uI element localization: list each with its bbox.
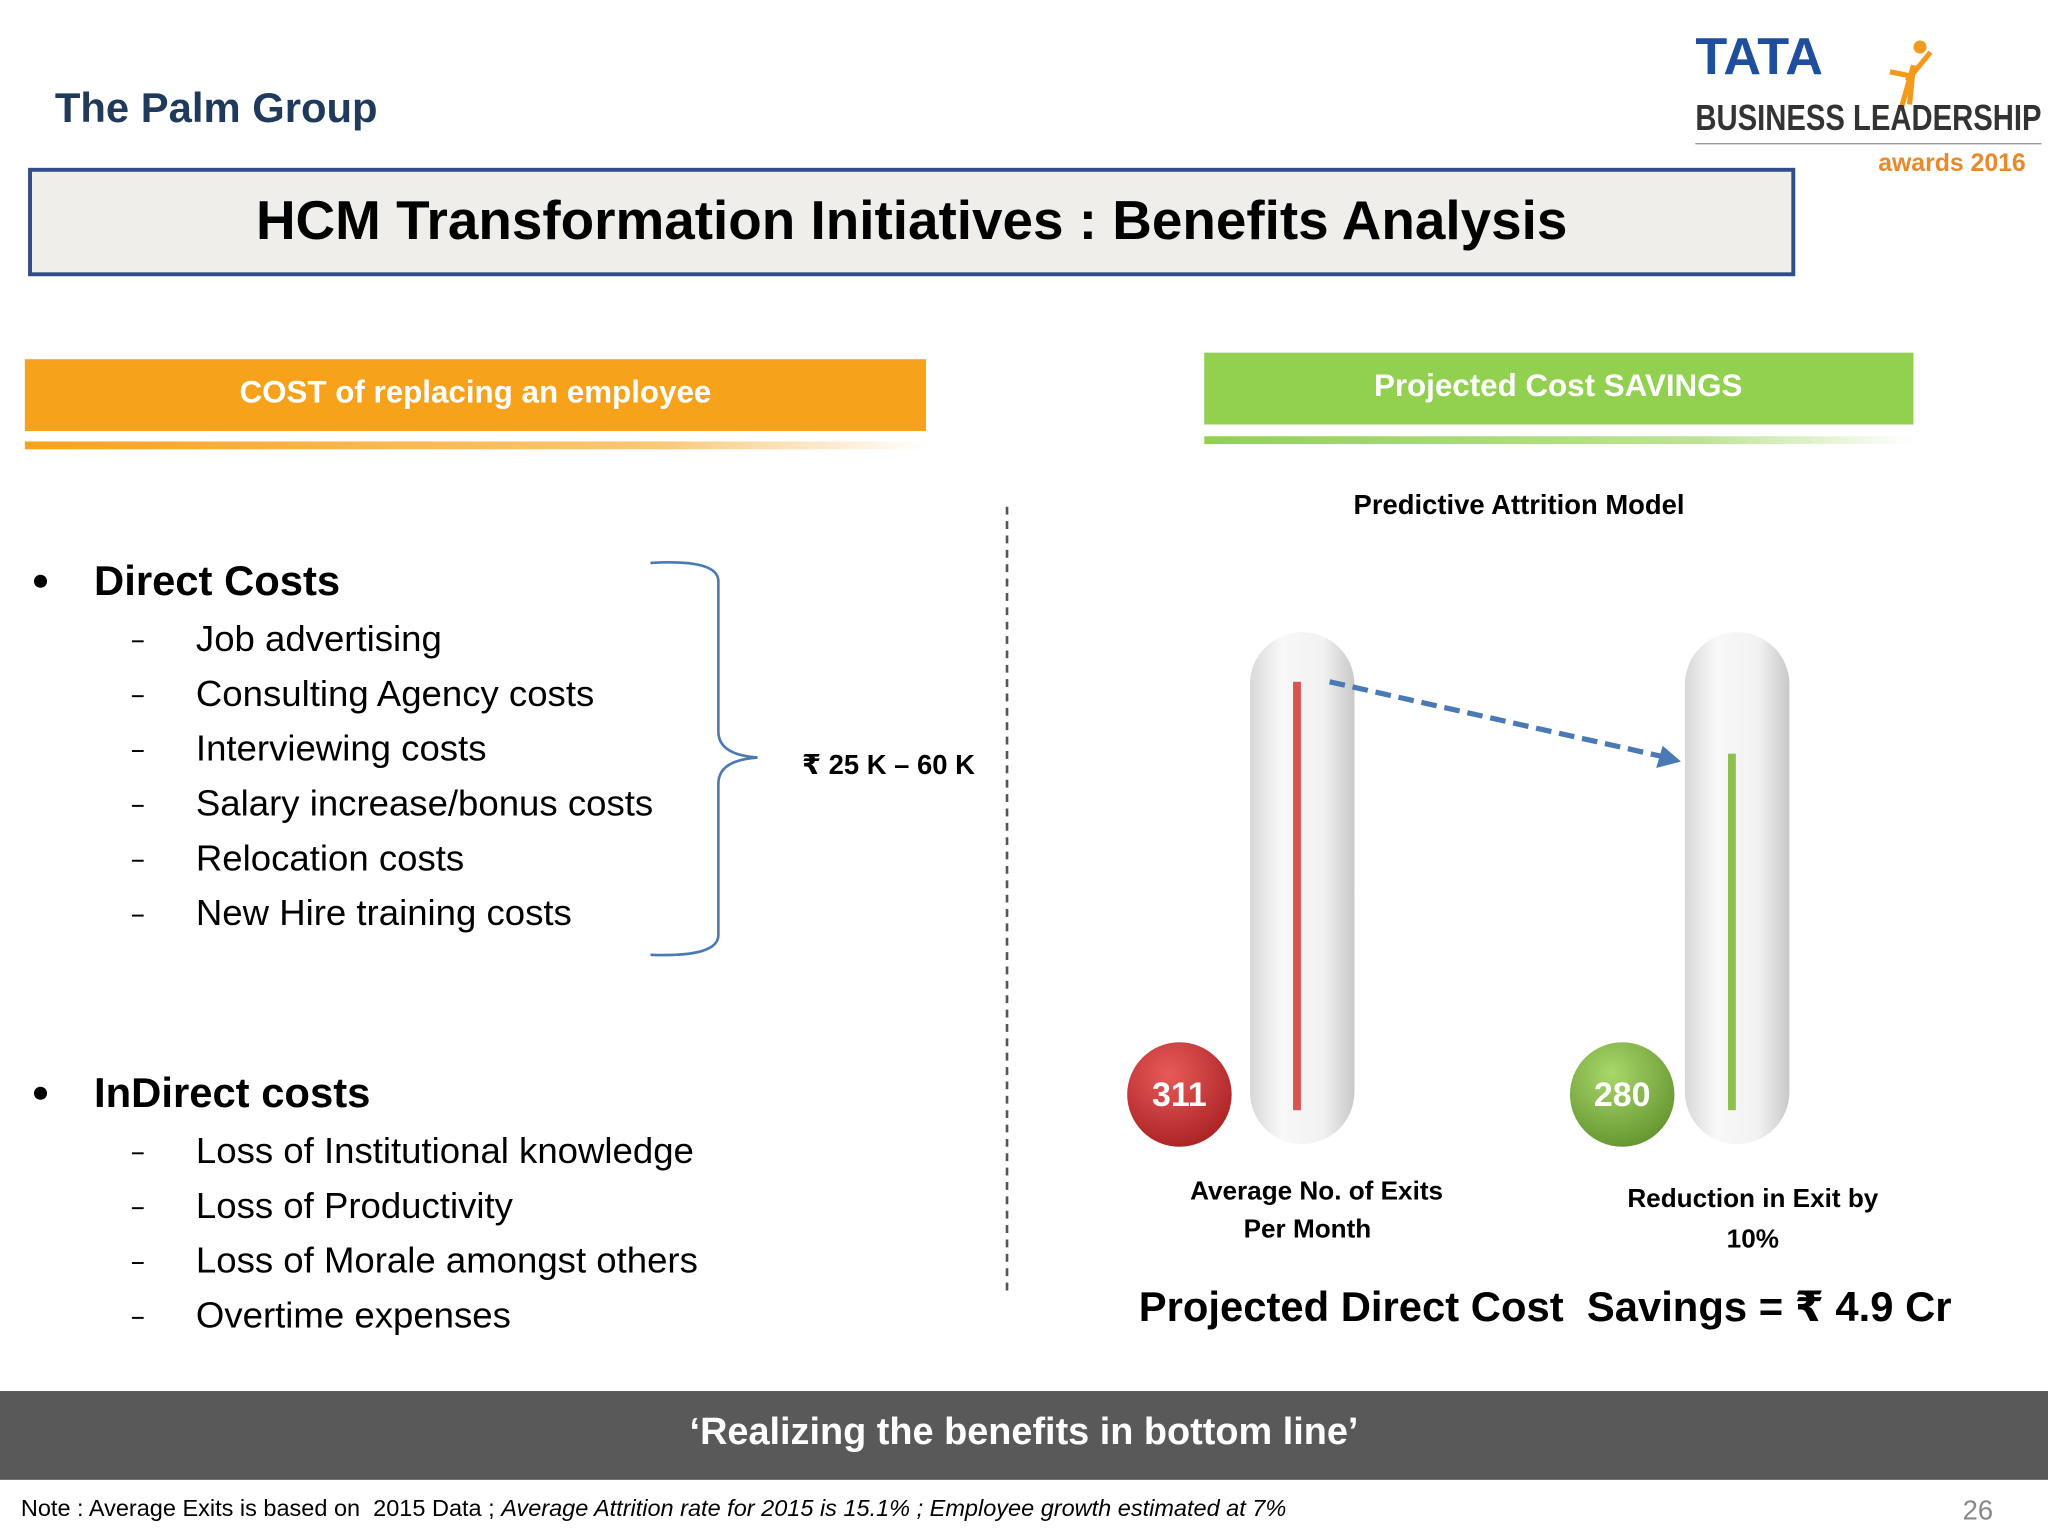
gauge-level [1293, 681, 1301, 1111]
right-header-underline [1204, 436, 1914, 445]
savings-summary: Projected Direct Cost Savings = ₹ 4.9 Cr [1139, 1283, 1952, 1330]
trend-arrow [1329, 679, 1662, 759]
bullet [33, 574, 48, 588]
bullet [33, 1086, 48, 1100]
gauge-caption: Per Month [1244, 1213, 1372, 1243]
banner-text: ‘Realizing the benefits in bottom line’ [690, 1411, 1359, 1453]
value-badge [1127, 1042, 1232, 1147]
value-badge [1569, 1042, 1675, 1147]
cost-item: Relocation costs [196, 837, 464, 878]
cost-item: Job advertising [196, 618, 442, 659]
gauge-caption: Average No. of Exits [1190, 1175, 1443, 1205]
org-name: The Palm Group [55, 84, 378, 131]
logo: TATA BUSINESS LEADERSHIP awards 2016 [1695, 28, 2042, 177]
title-box [28, 167, 1796, 277]
gauge-caption: Reduction in Exit by [1627, 1183, 1878, 1213]
gauge-value: 280 [1594, 1076, 1651, 1114]
gauge-tube [1249, 632, 1355, 1145]
cost-item: Loss of Morale amongst others [196, 1240, 698, 1281]
cost-range: ₹ 25 K – 60 K [802, 749, 975, 780]
gauge-value: 311 [1152, 1076, 1207, 1114]
cost-item: Interviewing costs [196, 728, 487, 769]
cost-item: Salary increase/bonus costs [196, 783, 653, 824]
section-label: Direct Costs [94, 557, 340, 604]
left-header-bar [24, 359, 927, 432]
left-heading: COST of replacing an employee [240, 375, 712, 410]
arrow-head [1656, 745, 1681, 768]
page-number: 26 [1963, 1495, 1993, 1526]
brace [650, 561, 758, 957]
logo-brand: TATA [1695, 28, 1823, 86]
logo-sub: awards 2016 [1878, 150, 2026, 177]
slide-title: HCM Transformation Initiatives : Benefit… [256, 189, 1567, 251]
cost-item: Consulting Agency costs [196, 673, 594, 714]
cost-item: New Hire training costs [196, 892, 572, 933]
logo-figure [1889, 50, 1933, 112]
cost-item: Loss of Institutional knowledge [196, 1130, 694, 1171]
logo-line: BUSINESS LEADERSHIP [1695, 97, 2041, 138]
gauge-tube [1684, 632, 1790, 1145]
cost-lists: Direct Costs Job advertising Consulting Ag… [33, 557, 698, 1336]
cost-item: Loss of Productivity [196, 1185, 514, 1226]
footnote-plain: Note : Average Exits is based on 2015 Da… [21, 1495, 501, 1521]
banner [0, 1391, 2048, 1480]
gauge-caption: 10% [1727, 1224, 1779, 1254]
section-label: InDirect costs [94, 1069, 370, 1116]
left-header-underline [24, 441, 927, 450]
right-heading: Projected Cost SAVINGS [1374, 368, 1742, 403]
gauge-level [1728, 753, 1736, 1111]
footnote-italic: Average Attrition rate for 2015 is 15.1%… [499, 1495, 1286, 1521]
footnote: Note : Average Exits is based on 2015 Da… [21, 1495, 1286, 1521]
cost-item: Overtime expenses [196, 1295, 511, 1336]
right-header-bar [1204, 352, 1914, 425]
logo-head [1913, 40, 1927, 54]
model-title: Predictive Attrition Model [1354, 489, 1685, 520]
